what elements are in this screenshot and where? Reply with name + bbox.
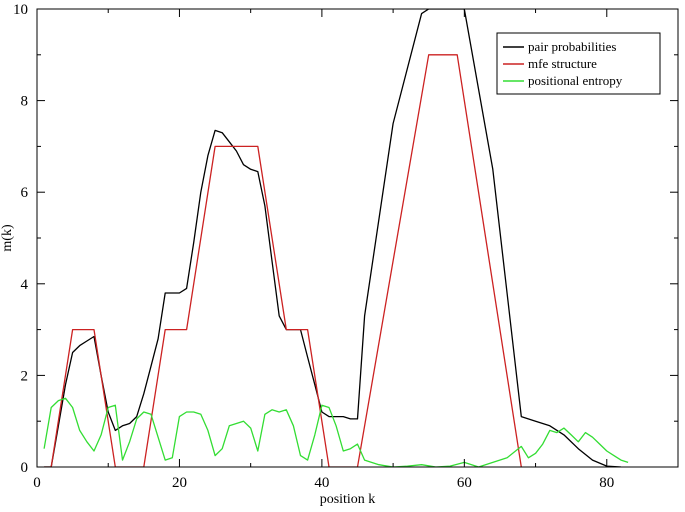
plot-area xyxy=(43,9,629,467)
legend: pair probabilities mfe structure positiona… xyxy=(496,32,661,95)
legend-label: positional entropy xyxy=(528,73,623,88)
x-tick-label: 40 xyxy=(314,475,329,491)
x-tick-label: 0 xyxy=(33,475,41,491)
y-tick-label: 10 xyxy=(13,2,28,18)
legend-label: pair probabilities xyxy=(528,39,616,54)
x-tick-label: 60 xyxy=(457,475,472,491)
y-tick-label: 0 xyxy=(21,460,29,476)
legend-box xyxy=(496,32,661,95)
series-line-2 xyxy=(44,54,522,467)
x-tick-label: 80 xyxy=(599,475,614,491)
axes: 0 20 40 60 80 0 2 4 6 8 10 position k m(k) xyxy=(0,2,679,507)
y-tick-label: 8 xyxy=(21,94,29,110)
y-tick-label: 4 xyxy=(21,277,29,293)
series-line-3 xyxy=(43,397,629,467)
legend-label: mfe structure xyxy=(528,56,597,71)
y-axis-title: m(k) xyxy=(0,224,15,252)
series-line-1 xyxy=(44,9,622,467)
y-tick-label: 6 xyxy=(21,185,29,201)
y-tick-label: 2 xyxy=(21,368,29,384)
x-axis-title: position k xyxy=(320,492,376,507)
x-tick-label: 20 xyxy=(172,475,187,491)
